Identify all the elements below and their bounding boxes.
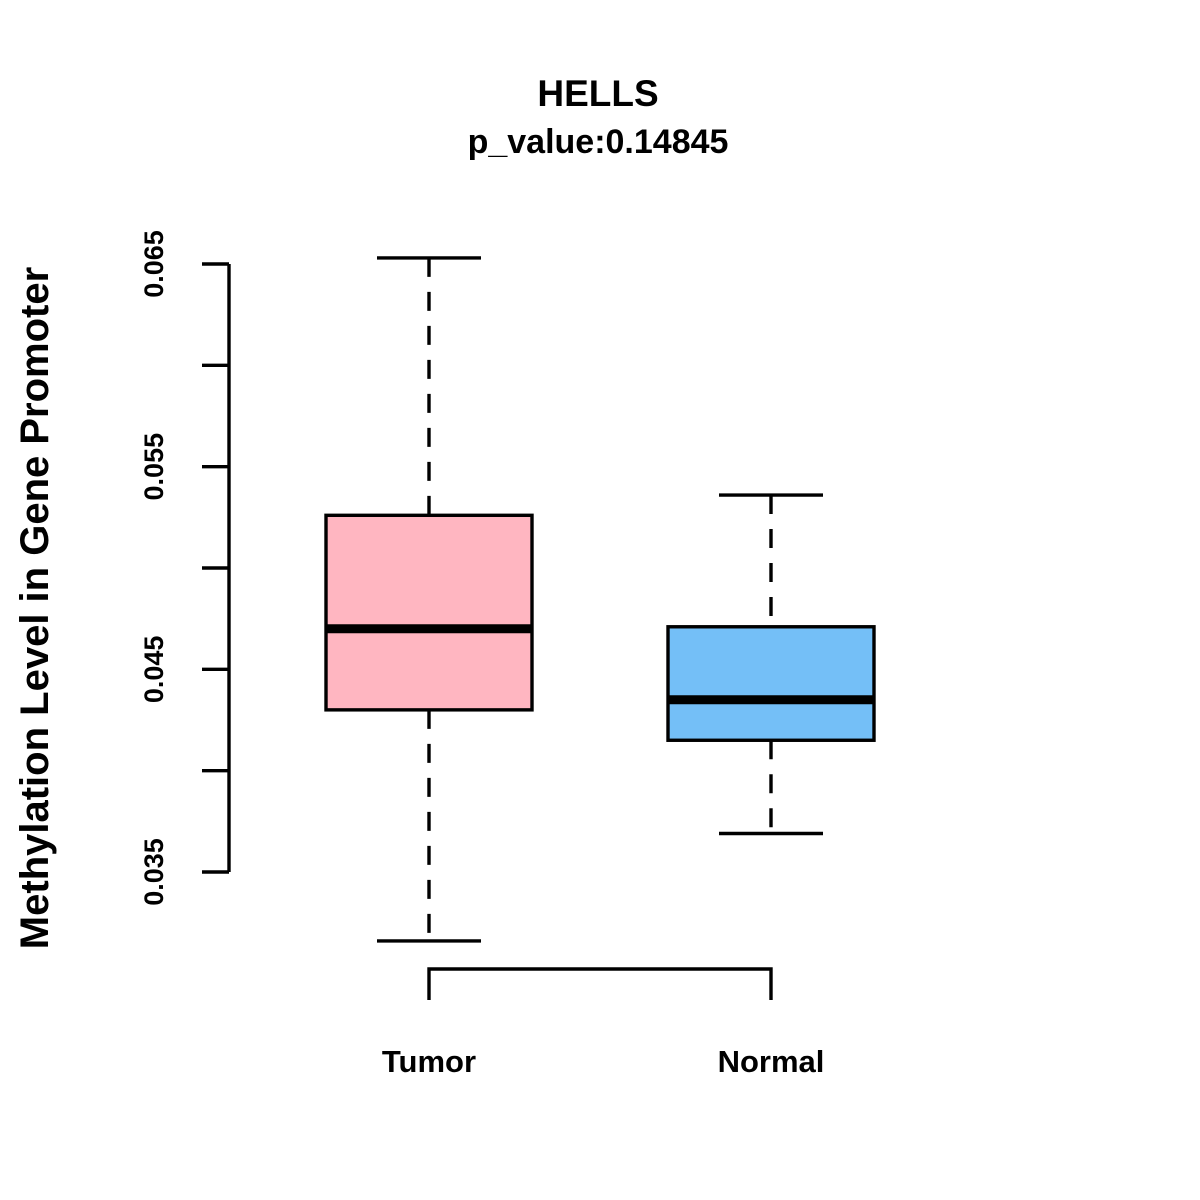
iqr-box <box>666 625 876 742</box>
y-tick-label: 0.065 <box>139 230 169 298</box>
y-axis-label: Methylation Level in Gene Promoter <box>13 267 57 949</box>
y-tick-label: 0.055 <box>139 433 169 501</box>
category-label: Tumor <box>382 1044 476 1079</box>
box-group-tumor <box>324 256 534 943</box>
category-labels: Tumor Normal <box>382 1044 824 1079</box>
category-label: Normal <box>718 1044 825 1079</box>
box-series <box>324 256 876 943</box>
y-tick-label: 0.045 <box>139 636 169 704</box>
iqr-box <box>324 513 534 712</box>
chart-subtitle: p_value:0.14845 <box>468 123 729 161</box>
y-tick-label: 0.035 <box>139 838 169 906</box>
box-group-normal <box>666 493 876 836</box>
y-axis: 0.065 0.055 0.045 0.035 <box>139 230 231 906</box>
x-axis-line <box>427 967 773 1000</box>
x-axis-bracket <box>427 967 773 1000</box>
chart-title: HELLS <box>537 73 658 114</box>
